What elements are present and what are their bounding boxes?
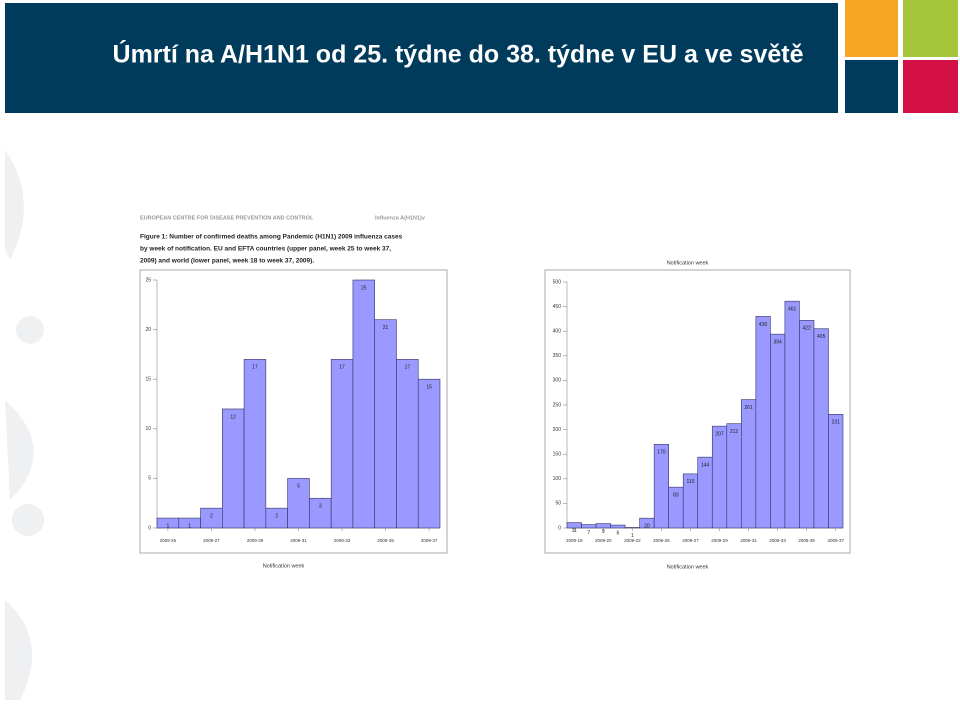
bar bbox=[611, 525, 626, 528]
agency: EUROPEAN CENTRE FOR DISEASE PREVENTION A… bbox=[140, 215, 314, 221]
x-tick-label: 2009-37 bbox=[827, 538, 844, 543]
bar-value-label: 7 bbox=[587, 530, 590, 536]
y-tick-label: 10 bbox=[145, 426, 151, 432]
bar-value-label: 394 bbox=[773, 339, 782, 345]
bar-value-label: 17 bbox=[405, 365, 411, 371]
bar bbox=[331, 359, 353, 528]
x-tick-label: 2009-25 bbox=[653, 538, 670, 543]
caption-line: by week of notification. EU and EFTA cou… bbox=[140, 246, 391, 253]
bar-value-label: 17 bbox=[252, 365, 258, 371]
x-tick-label: 2009-27 bbox=[203, 538, 220, 543]
y-tick-label: 15 bbox=[145, 377, 151, 383]
x-tick-label: 2009-37 bbox=[421, 538, 438, 543]
bar bbox=[785, 301, 800, 528]
x-tick-label: 2009-20 bbox=[595, 538, 612, 543]
x-tick-label: 2009-18 bbox=[566, 538, 583, 543]
y-tick-label: 100 bbox=[553, 476, 562, 482]
bar-value-label: 261 bbox=[744, 405, 753, 411]
bar-value-label: 3 bbox=[319, 504, 322, 510]
bar-value-label: 21 bbox=[383, 325, 389, 331]
bar bbox=[396, 359, 418, 528]
y-tick-label: 5 bbox=[148, 476, 151, 482]
y-tick-label: 150 bbox=[553, 452, 562, 458]
bar bbox=[770, 334, 785, 528]
x-tick-label: 2009-29 bbox=[247, 538, 264, 543]
bar-value-label: 170 bbox=[657, 450, 666, 456]
bar bbox=[799, 320, 814, 528]
y-tick-label: 300 bbox=[553, 378, 562, 384]
y-tick-label: 20 bbox=[145, 327, 151, 333]
bar bbox=[712, 426, 727, 528]
deco-square bbox=[845, 0, 898, 57]
x-tick-label: 2009-35 bbox=[377, 538, 394, 543]
bar-value-label: 12 bbox=[230, 414, 236, 420]
y-tick-label: 0 bbox=[148, 525, 151, 531]
x-axis-title: Notification week bbox=[667, 564, 709, 570]
bar bbox=[741, 400, 756, 528]
x-tick-label: 2009-31 bbox=[740, 538, 757, 543]
y-tick-label: 450 bbox=[553, 304, 562, 310]
bar bbox=[222, 409, 244, 528]
bar-value-label: 20 bbox=[644, 523, 650, 529]
bar-value-label: 422 bbox=[803, 326, 812, 332]
bar-value-label: 461 bbox=[788, 307, 797, 313]
bar-value-label: 25 bbox=[361, 285, 367, 291]
x-tick-label: 2009-22 bbox=[624, 538, 641, 543]
bar-value-label: 405 bbox=[817, 334, 826, 340]
y-tick-label: 250 bbox=[553, 402, 562, 408]
bar bbox=[244, 359, 266, 528]
bar bbox=[375, 320, 397, 528]
x-tick-label: 2009-31 bbox=[290, 538, 307, 543]
bar bbox=[582, 525, 597, 528]
x-tick-label: 2009-29 bbox=[711, 538, 728, 543]
caption-line: 2009) and world (lower panel, week 18 to… bbox=[140, 258, 314, 265]
y-tick-label: 0 bbox=[558, 525, 561, 531]
bar-value-label: 83 bbox=[673, 492, 679, 498]
deco-square bbox=[845, 60, 898, 113]
x-tick-label: 2009-33 bbox=[769, 538, 786, 543]
slide-title: Úmrtí na A/H1N1 od 25. týdne do 38. týdn… bbox=[113, 39, 804, 69]
background-ornament bbox=[5, 150, 44, 700]
bar-value-label: 110 bbox=[686, 479, 694, 485]
y-tick-label: 25 bbox=[145, 277, 151, 283]
bar bbox=[596, 524, 611, 528]
bar-value-label: 17 bbox=[339, 365, 345, 371]
y-tick-label: 400 bbox=[553, 329, 562, 335]
bar-value-label: 207 bbox=[715, 431, 724, 437]
bar-value-label: 5 bbox=[297, 484, 300, 490]
y-tick-label: 200 bbox=[553, 427, 562, 433]
x-tick-label: 2009-25 bbox=[160, 538, 177, 543]
bar bbox=[828, 414, 843, 528]
report: Influenza A(H1N1)v bbox=[375, 215, 426, 221]
bar-value-label: 212 bbox=[730, 429, 739, 435]
bar-value-label: 430 bbox=[759, 322, 768, 328]
bar-value-label: 6 bbox=[616, 530, 619, 536]
x-tick-label: 2009-33 bbox=[334, 538, 351, 543]
caption-line: Figure 1: Number of confirmed deaths amo… bbox=[140, 234, 403, 241]
x-tick-label: 2009-27 bbox=[682, 538, 699, 543]
bar bbox=[654, 444, 669, 528]
bar-value-label: 144 bbox=[701, 462, 710, 468]
y-tick-label: 500 bbox=[553, 279, 562, 285]
y-tick-label: 50 bbox=[555, 501, 561, 507]
x-tick-label: 2009-35 bbox=[798, 538, 815, 543]
bar bbox=[814, 329, 829, 528]
bar-value-label: 2 bbox=[210, 513, 213, 519]
bar-value-label: 15 bbox=[426, 385, 432, 391]
bar-value-label: 2 bbox=[275, 513, 278, 519]
bar bbox=[727, 424, 742, 528]
deco-square bbox=[903, 0, 958, 57]
bar bbox=[353, 280, 375, 528]
bar bbox=[756, 316, 771, 528]
bar bbox=[418, 379, 440, 528]
bar-value-label: 1 bbox=[188, 523, 191, 529]
top-axis-title: Notification week bbox=[667, 260, 709, 266]
y-tick-label: 350 bbox=[553, 353, 562, 359]
deco-square bbox=[903, 60, 958, 113]
bar-value-label: 231 bbox=[832, 420, 841, 426]
x-axis-title: Notification week bbox=[263, 563, 305, 569]
